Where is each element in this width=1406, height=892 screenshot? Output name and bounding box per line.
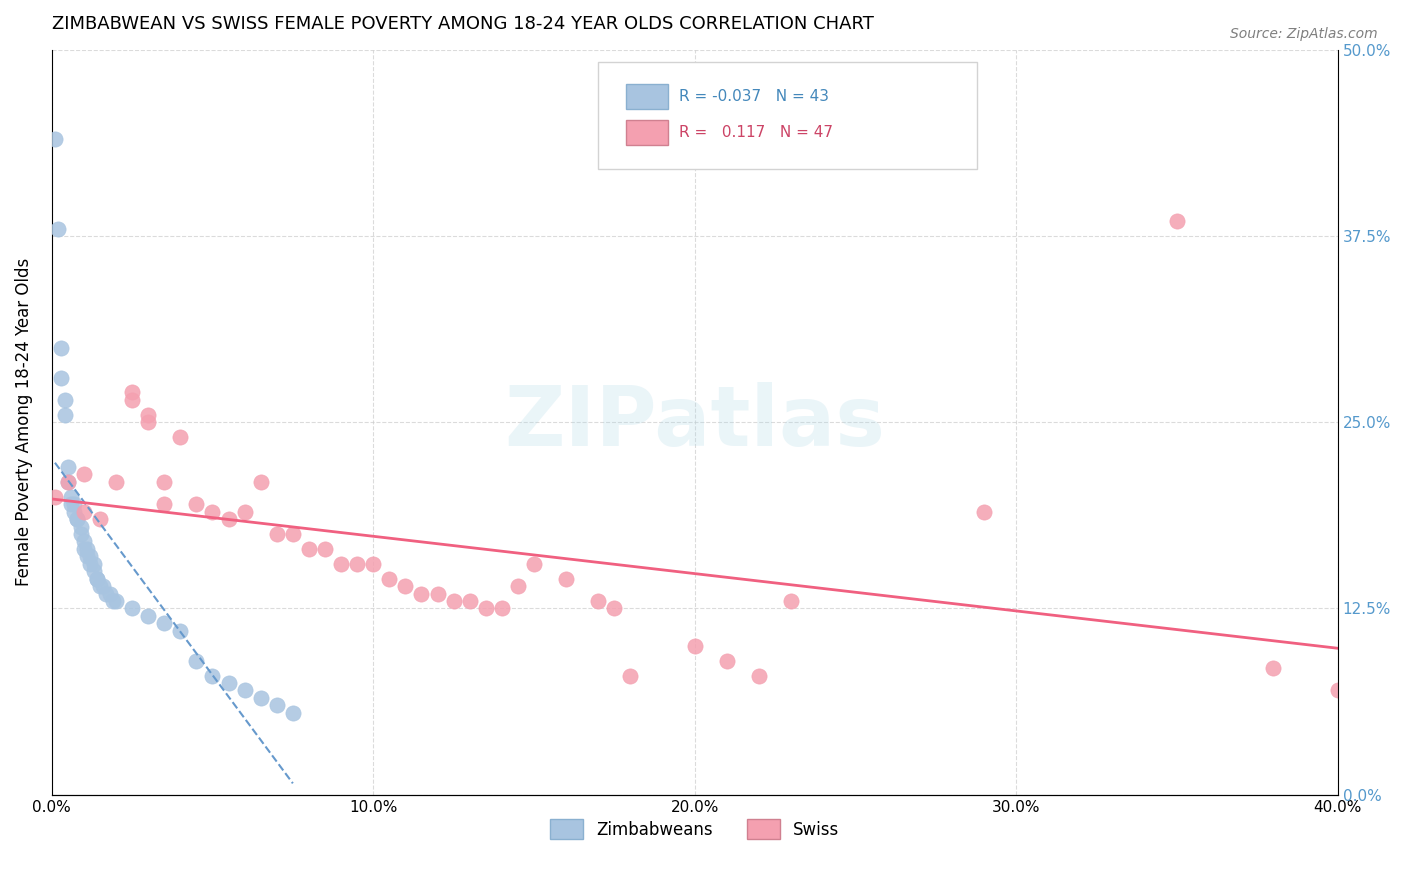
Point <box>63 505 86 519</box>
Y-axis label: Female Poverty Among 18-24 Year Olds: Female Poverty Among 18-24 Year Olds <box>15 258 32 586</box>
Point <box>330 557 353 571</box>
Point <box>69 527 91 541</box>
Point <box>426 586 449 600</box>
Point <box>218 512 240 526</box>
Point <box>96 586 118 600</box>
Text: R = -0.037   N = 43: R = -0.037 N = 43 <box>679 89 830 103</box>
Point <box>91 579 114 593</box>
Point <box>186 497 208 511</box>
Point <box>60 490 83 504</box>
Point <box>748 668 770 682</box>
Point <box>314 541 336 556</box>
Point <box>101 594 124 608</box>
Legend: Zimbabweans, Swiss: Zimbabweans, Swiss <box>543 813 846 846</box>
Point <box>474 601 496 615</box>
Point <box>73 505 96 519</box>
Point <box>121 601 143 615</box>
Point <box>298 541 321 556</box>
Point <box>136 408 159 422</box>
Point <box>281 527 304 541</box>
Point <box>394 579 416 593</box>
Point <box>378 572 401 586</box>
Point <box>63 497 86 511</box>
Point <box>53 392 76 407</box>
Point <box>201 505 224 519</box>
Point <box>83 564 105 578</box>
Point <box>153 475 176 489</box>
Point <box>44 132 66 146</box>
Point <box>716 654 738 668</box>
Point <box>73 467 96 482</box>
Point <box>46 221 69 235</box>
Point <box>79 549 101 564</box>
Point <box>281 706 304 720</box>
Point <box>121 385 143 400</box>
Point <box>56 475 79 489</box>
Point <box>136 415 159 429</box>
Point <box>186 654 208 668</box>
Point <box>69 519 91 533</box>
Point <box>1326 683 1348 698</box>
Point <box>76 549 98 564</box>
Point <box>60 497 83 511</box>
Text: Source: ZipAtlas.com: Source: ZipAtlas.com <box>1230 27 1378 41</box>
Point <box>86 572 108 586</box>
Point <box>266 527 288 541</box>
Point <box>73 534 96 549</box>
Point <box>153 616 176 631</box>
Point <box>523 557 546 571</box>
Point <box>153 497 176 511</box>
Point <box>361 557 384 571</box>
Point <box>249 690 271 705</box>
Point <box>66 512 89 526</box>
Text: ZIMBABWEAN VS SWISS FEMALE POVERTY AMONG 18-24 YEAR OLDS CORRELATION CHART: ZIMBABWEAN VS SWISS FEMALE POVERTY AMONG… <box>52 15 873 33</box>
Point <box>266 698 288 713</box>
Point <box>53 408 76 422</box>
Point <box>233 505 256 519</box>
Point <box>586 594 609 608</box>
Point <box>89 512 111 526</box>
Point <box>56 460 79 475</box>
Point <box>51 370 73 384</box>
Point <box>683 639 706 653</box>
Point <box>458 594 481 608</box>
Point <box>1166 214 1188 228</box>
Point <box>121 392 143 407</box>
Point <box>411 586 433 600</box>
Point <box>79 557 101 571</box>
Point <box>973 505 995 519</box>
Point <box>603 601 626 615</box>
Point <box>66 512 89 526</box>
Point <box>233 683 256 698</box>
Point <box>89 579 111 593</box>
Point <box>506 579 529 593</box>
Point <box>201 668 224 682</box>
Point <box>169 624 191 638</box>
Point <box>780 594 803 608</box>
Point <box>44 490 66 504</box>
Point <box>98 586 121 600</box>
Point <box>249 475 271 489</box>
Point <box>105 475 128 489</box>
Point <box>86 572 108 586</box>
Point <box>51 341 73 355</box>
Point <box>105 594 128 608</box>
Point <box>218 676 240 690</box>
Text: R =   0.117   N = 47: R = 0.117 N = 47 <box>679 125 834 139</box>
Point <box>83 557 105 571</box>
Point <box>555 572 578 586</box>
Point <box>73 541 96 556</box>
Point <box>76 541 98 556</box>
Point <box>169 430 191 444</box>
Point <box>136 609 159 624</box>
Point <box>443 594 465 608</box>
Point <box>56 475 79 489</box>
Text: ZIPatlas: ZIPatlas <box>505 382 886 463</box>
Point <box>346 557 368 571</box>
Point <box>619 668 641 682</box>
Point <box>1263 661 1285 675</box>
Point <box>491 601 513 615</box>
